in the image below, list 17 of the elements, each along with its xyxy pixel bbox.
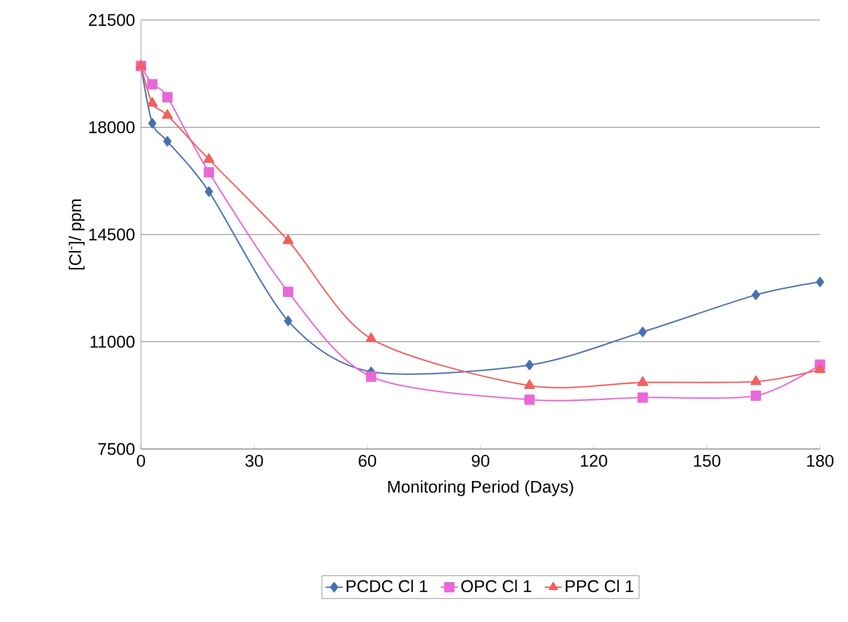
x-tick-label: 180 [807,454,834,467]
legend-label: PPC Cl 1 [566,580,634,592]
y-tick-label: 14500 [89,228,134,240]
legend-label: OPC Cl 1 [461,580,532,592]
x-tick-label: 0 [136,454,146,467]
x-tick-label: 120 [580,454,608,467]
x-tick-label: 150 [694,454,720,467]
x-axis-title: Monitoring Period (Days) [388,480,574,496]
y-tick-label: 21500 [88,14,134,26]
y-tick-label: 7500 [98,443,134,455]
x-tick-label: 30 [245,454,263,467]
x-tick-label: 60 [358,454,376,467]
y-axis-title: [Cl$^{-}$]/ ppm [68,200,85,270]
y-tick-label: 18000 [89,121,134,134]
y-tick-label: 11000 [90,336,134,348]
legend-label: PCDC Cl 1 [346,580,428,592]
x-tick-label: 90 [472,454,490,467]
